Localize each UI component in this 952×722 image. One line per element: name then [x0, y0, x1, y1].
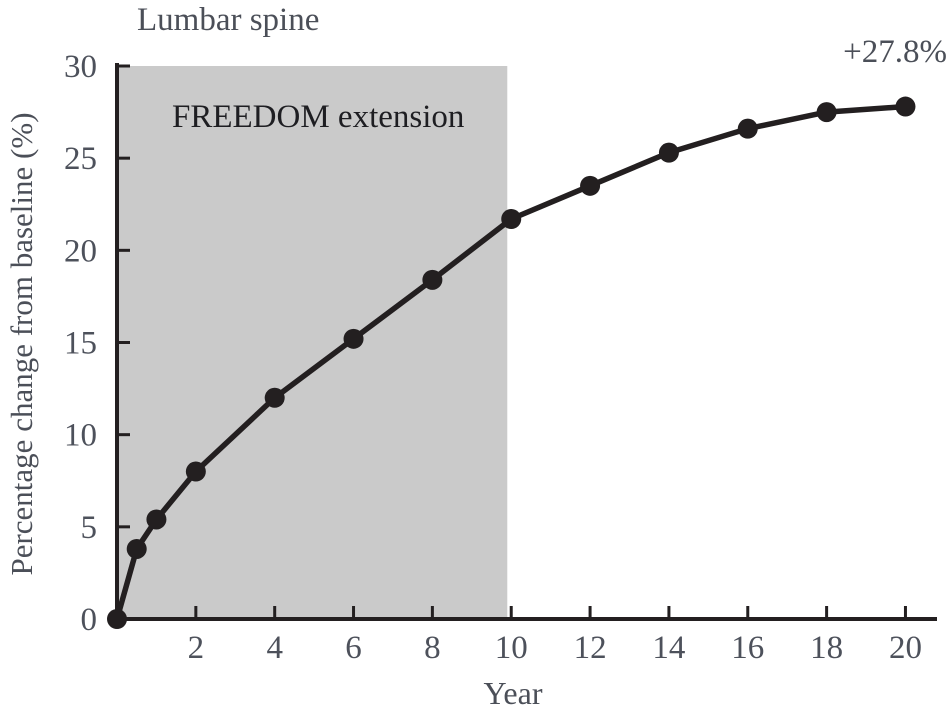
data-point-year-10: [501, 208, 522, 229]
data-point-year-4: [264, 387, 285, 408]
x-tick-label-4: 4: [266, 630, 283, 666]
data-point-year-2: [185, 461, 206, 482]
data-point-year-14: [658, 142, 679, 163]
data-point-year-20: [895, 96, 916, 117]
data-point-year-16: [737, 118, 758, 139]
x-tick-label-8: 8: [424, 630, 441, 666]
y-tick-label-15: 15: [64, 326, 97, 362]
data-point-year-12: [580, 175, 601, 196]
final-value-annotation: +27.8%: [843, 34, 947, 70]
y-tick-label-20: 20: [64, 233, 97, 269]
x-tick-label-12: 12: [574, 630, 607, 666]
y-tick-label-5: 5: [81, 510, 98, 546]
data-point-year-18: [816, 102, 837, 123]
x-tick-label-2: 2: [188, 630, 205, 666]
data-point-year-6: [343, 328, 364, 349]
x-tick-label-20: 20: [889, 630, 922, 666]
y-tick-label-30: 30: [64, 49, 97, 85]
chart-title: Lumbar spine: [137, 2, 320, 38]
y-tick-label-10: 10: [64, 418, 97, 454]
x-tick-label-16: 16: [731, 630, 764, 666]
data-point-year-0.5: [126, 538, 147, 559]
data-point-year-8: [422, 269, 443, 290]
freedom-extension-shaded-region: [117, 66, 508, 619]
x-tick-label-18: 18: [810, 630, 843, 666]
y-tick-label-25: 25: [64, 141, 97, 177]
y-tick-label-0: 0: [81, 602, 98, 638]
x-tick-label-10: 10: [495, 630, 528, 666]
x-axis-title: Year: [483, 675, 543, 711]
x-tick-label-6: 6: [345, 630, 362, 666]
data-point-year-1: [146, 509, 167, 530]
x-tick-label-14: 14: [652, 630, 685, 666]
shaded-region-label: FREEDOM extension: [172, 99, 465, 135]
y-axis-title: Percentage change from baseline (%): [4, 112, 39, 576]
